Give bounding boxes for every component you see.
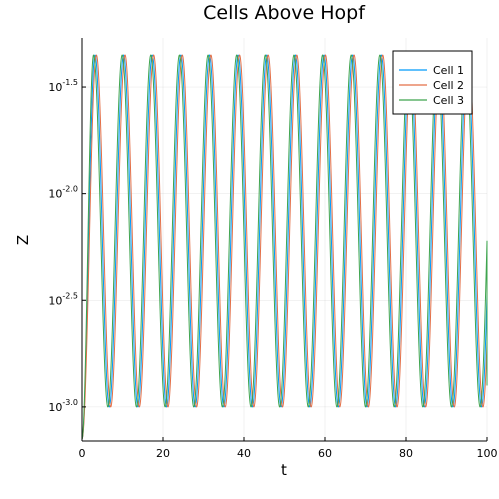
series-line-cell-1	[81, 54, 488, 440]
y-tick-label: 10-3.0	[48, 398, 78, 414]
y-tick-base: 10	[48, 401, 62, 414]
y-tick-base: 10	[48, 294, 62, 307]
legend-label-cell-2: Cell 2	[433, 79, 464, 92]
x-tick-label: 40	[237, 447, 251, 460]
y-tick-exponent: -2.0	[62, 185, 78, 194]
x-tick-label: 80	[399, 447, 413, 460]
y-tick-base: 10	[48, 188, 62, 201]
legend: Cell 1 Cell 2 Cell 3	[392, 50, 473, 115]
x-tick-label: 60	[318, 447, 332, 460]
x-tick-label: 100	[477, 447, 498, 460]
chart-title: Cells Above Hopf	[203, 2, 366, 24]
y-tick-exponent: -2.5	[62, 291, 78, 300]
series-line-cell-2	[81, 54, 488, 440]
legend-label-cell-1: Cell 1	[433, 64, 464, 77]
x-tick-label: 20	[156, 447, 170, 460]
y-axis-title: Z	[14, 235, 32, 245]
x-axis-title: t	[281, 461, 287, 479]
series-line-cell-3	[81, 54, 488, 440]
y-tick-exponent: -1.5	[62, 78, 78, 87]
series-group	[81, 54, 488, 440]
axes	[81, 38, 487, 442]
y-tick-label: 10-2.0	[48, 185, 78, 201]
y-tick-label: 10-2.5	[48, 291, 78, 307]
y-tick-exponent: -3.0	[62, 398, 78, 407]
y-tick-base: 10	[48, 81, 62, 94]
legend-box	[392, 50, 473, 115]
x-tick-label: 0	[79, 447, 86, 460]
legend-label-cell-3: Cell 3	[433, 94, 464, 107]
y-tick-label: 10-1.5	[48, 78, 78, 94]
y-ticks: 10-3.010-2.510-2.010-1.5	[48, 78, 86, 414]
x-ticks: 0 20 40 60 80 100	[79, 437, 498, 460]
